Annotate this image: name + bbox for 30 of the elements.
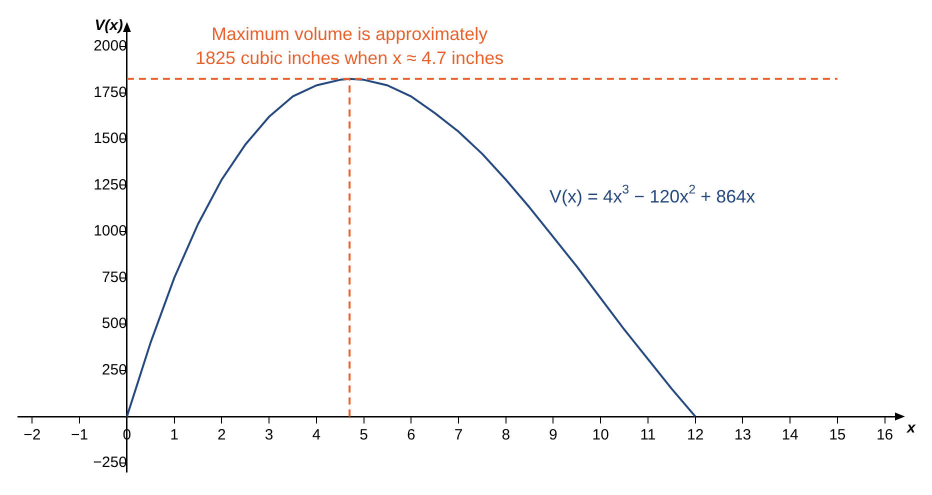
x-tick-label: 9 — [549, 426, 558, 444]
x-tick-label: 10 — [592, 426, 609, 444]
x-tick-label: 15 — [829, 426, 846, 444]
x-tick-label: 6 — [406, 426, 416, 444]
x-tick-label: 12 — [686, 426, 704, 444]
y-tick-label: −250 — [93, 454, 127, 471]
y-tick-label: 2000 — [94, 38, 127, 55]
x-tick-label: 14 — [782, 426, 798, 444]
x-tick-label: 3 — [264, 426, 274, 444]
y-tick-label: 1750 — [94, 84, 127, 101]
x-tick-label: 11 — [640, 426, 656, 444]
y-tick-label: 1250 — [94, 176, 127, 194]
y-tick-label: 250 — [102, 361, 127, 378]
x-tick-label: 1 — [170, 426, 178, 444]
y-tick-label: 1500 — [94, 130, 127, 148]
x-tick-label: −1 — [71, 426, 88, 444]
x-tick-label: 13 — [734, 426, 752, 444]
x-tick-label: 7 — [454, 426, 463, 444]
x-tick-label: 4 — [312, 426, 321, 444]
x-tick-label: 5 — [360, 426, 368, 444]
annotation: Maximum volume is approximately 1825 cubic inches when x ≈ 4.7 inches — [196, 24, 504, 68]
y-tick-label: 500 — [102, 315, 127, 332]
x-tick-label: 8 — [502, 426, 510, 444]
y-tick-label: 750 — [102, 268, 127, 286]
x-tick-label: 2 — [218, 426, 226, 444]
y-axis-title: V(x) — [94, 17, 123, 34]
x-axis-title: x — [906, 420, 916, 437]
x-tick-label: 16 — [876, 426, 894, 444]
x-tick-label: −2 — [24, 426, 41, 444]
y-tick-label: 1000 — [94, 222, 127, 240]
